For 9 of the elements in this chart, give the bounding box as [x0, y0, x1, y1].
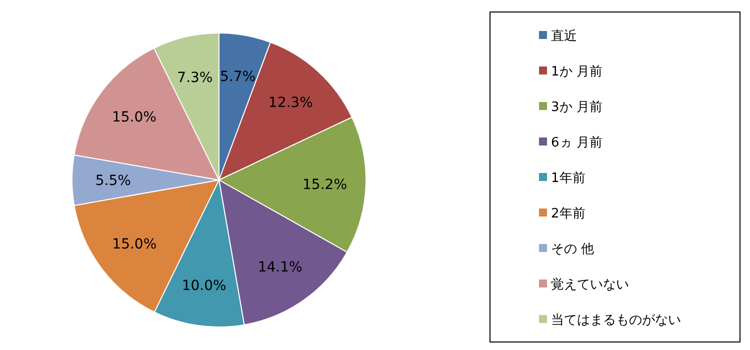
legend-label: 直近 [551, 29, 577, 44]
legend-label: 1か 月前 [551, 64, 602, 80]
legend-label: 6ヵ 月前 [551, 136, 602, 150]
legend-label: 1年前 [551, 171, 586, 186]
legend-label: 当てはまるものがない [551, 313, 681, 328]
legend-label: 2年前 [551, 206, 586, 222]
legend-label: 覚えていない [551, 278, 629, 292]
legend-label: その 他 [551, 242, 594, 257]
legend-label: 3か 月前 [551, 100, 602, 115]
